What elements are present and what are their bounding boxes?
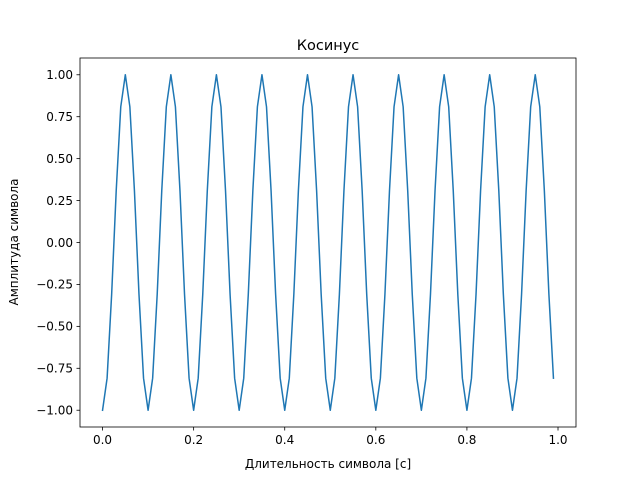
x-tick-label: 0.6 — [366, 433, 385, 447]
y-axis-label: Амплитуда символа — [7, 178, 21, 305]
y-tick-label: −1.00 — [36, 404, 73, 418]
x-tick-label: 0.4 — [275, 433, 294, 447]
y-tick-label: 1.00 — [46, 68, 73, 82]
y-tick-label: −0.75 — [36, 362, 73, 376]
chart-title: Косинус — [297, 38, 360, 54]
series-line-0 — [101, 74, 555, 412]
y-tick-label: 0.25 — [46, 194, 73, 208]
y-tick-label: 0.75 — [46, 110, 73, 124]
x-tick-label: 0.2 — [184, 433, 203, 447]
y-tick-label: −0.50 — [36, 320, 73, 334]
x-tick-label: 0.0 — [93, 433, 112, 447]
x-axis-label: Длительность символа [с] — [245, 457, 411, 471]
y-tick-label: 0.00 — [46, 236, 73, 250]
y-axis: −1.00 −0.75 −0.50 −0.25 0.00 0.25 0.50 0.75 1.00 — [36, 68, 80, 418]
y-tick-label: −0.25 — [36, 278, 73, 292]
x-tick-label: 0.8 — [457, 433, 476, 447]
y-tick-label: 0.50 — [46, 152, 73, 166]
x-axis: 0.0 0.2 0.4 0.6 0.8 1.0 — [93, 427, 568, 447]
x-tick-label: 1.0 — [548, 433, 567, 447]
